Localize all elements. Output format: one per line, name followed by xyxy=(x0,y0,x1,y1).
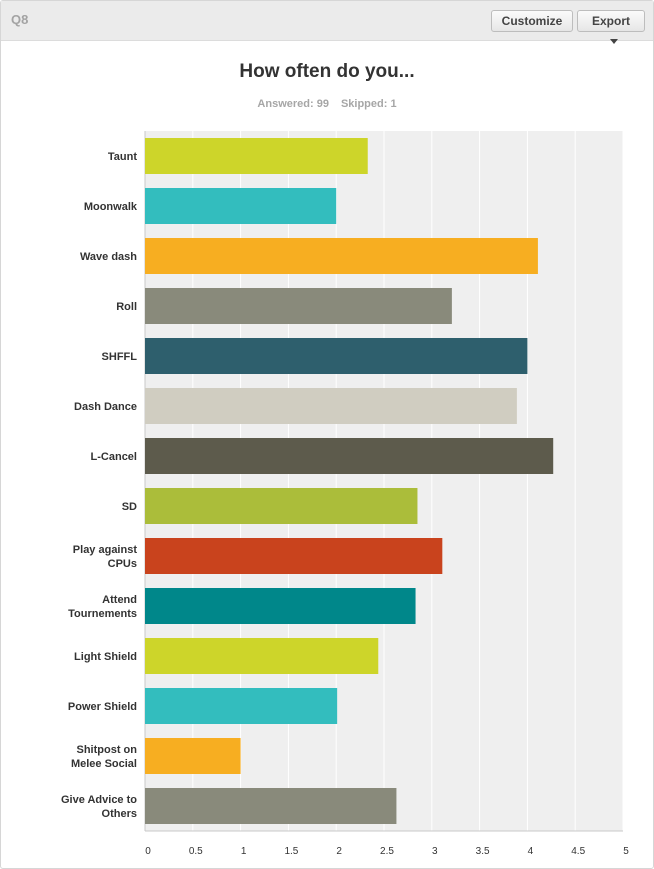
bar xyxy=(145,338,528,374)
category-label: Play against CPUs xyxy=(73,544,138,570)
bar xyxy=(145,288,452,324)
bar xyxy=(145,638,379,674)
export-button-label: Export xyxy=(591,14,630,28)
bar xyxy=(145,238,538,274)
bar xyxy=(145,388,517,424)
bar xyxy=(145,188,337,224)
question-number: Q8 xyxy=(11,12,29,27)
category-label: Wave dash xyxy=(80,251,137,263)
bar xyxy=(145,588,416,624)
x-tick-label: 3 xyxy=(432,846,438,857)
bar xyxy=(145,788,397,824)
category-label: Attend Tournements xyxy=(68,594,137,620)
export-button[interactable]: Export xyxy=(577,10,645,45)
x-tick-label: 0.5 xyxy=(189,846,203,857)
x-tick-label: 1.5 xyxy=(284,846,298,857)
category-label: Moonwalk xyxy=(84,201,138,213)
category-label: Taunt xyxy=(108,151,137,163)
x-tick-label: 0 xyxy=(145,846,151,857)
x-tick-label: 2 xyxy=(336,846,342,857)
response-stats: Answered: 99 Skipped: 1 xyxy=(0,98,654,110)
category-label: SD xyxy=(122,501,137,513)
category-label: Dash Dance xyxy=(74,401,137,413)
category-label: SHFFL xyxy=(102,351,138,363)
bar xyxy=(145,688,338,724)
skipped-count: Skipped: 1 xyxy=(340,98,397,110)
bar xyxy=(145,488,418,524)
category-label: Roll xyxy=(116,301,137,313)
chart-title: How often do you... xyxy=(239,61,415,82)
category-label: L-Cancel xyxy=(91,451,137,463)
card-header: Q8 Customize Export xyxy=(1,1,653,45)
x-tick-label: 4 xyxy=(528,846,534,857)
bar xyxy=(145,138,368,174)
caret-down-icon xyxy=(609,39,618,45)
answered-count: Answered: 99 xyxy=(257,98,329,110)
bar xyxy=(145,538,443,574)
bar xyxy=(145,438,554,474)
category-label: Give Advice to Others xyxy=(61,794,137,820)
category-label: Shitpost on Melee Social xyxy=(71,744,137,770)
x-tick-label: 3.5 xyxy=(476,846,490,857)
x-tick-label: 2.5 xyxy=(380,846,394,857)
customize-button[interactable]: Customize xyxy=(491,10,573,32)
x-tick-label: 5 xyxy=(623,846,629,857)
category-label: Power Shield xyxy=(68,701,137,713)
bar xyxy=(145,738,241,774)
x-tick-label: 1 xyxy=(241,846,247,857)
x-tick-label: 4.5 xyxy=(571,846,585,857)
category-label: Light Shield xyxy=(74,651,137,663)
